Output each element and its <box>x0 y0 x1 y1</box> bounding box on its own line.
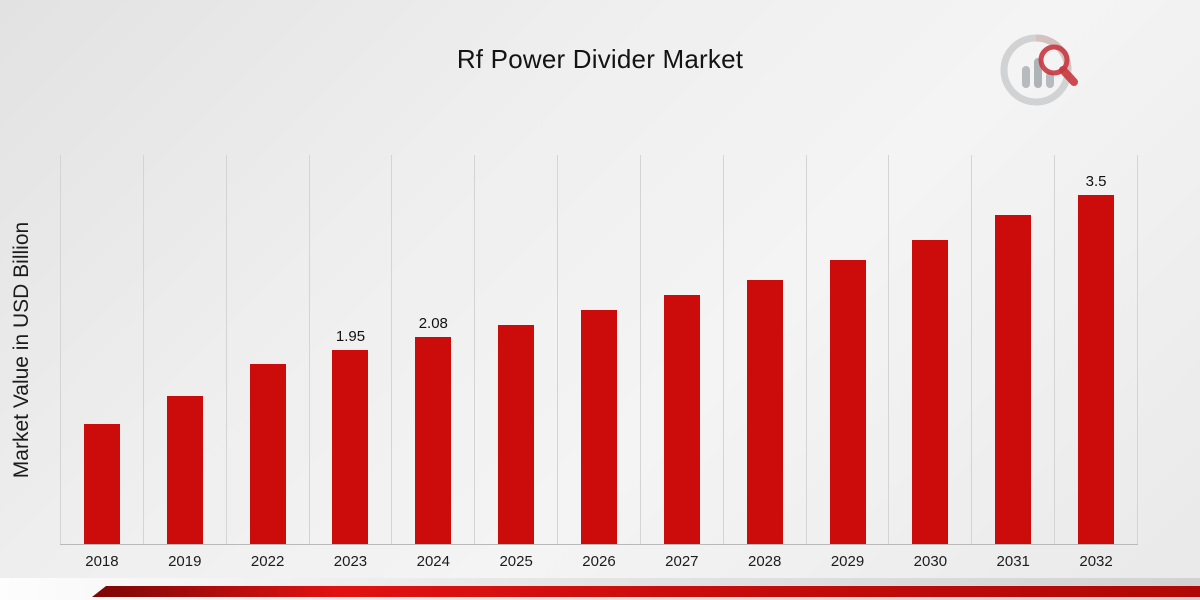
category-slot: 2025 <box>474 155 557 570</box>
bar-value-label: 1.95 <box>335 327 366 345</box>
x-tick-label: 2026 <box>582 553 616 570</box>
bar <box>166 396 203 544</box>
x-tick-label: 2027 <box>665 553 699 570</box>
bar <box>663 294 700 544</box>
x-tick-label: 2024 <box>416 553 450 570</box>
bar <box>415 336 452 544</box>
category-slot: 2027 <box>639 155 723 570</box>
bar <box>580 309 617 544</box>
category-slot: 2030 <box>888 155 971 570</box>
x-tick-label: 2029 <box>830 553 865 570</box>
bar <box>332 349 369 544</box>
category-slot: 2019 <box>142 155 226 570</box>
category-slot: 3.5 2032 <box>1054 155 1138 570</box>
bar <box>829 259 866 544</box>
category-slot: 2028 <box>722 155 806 570</box>
bar-value-label: 2.08 <box>418 314 448 332</box>
category-slot: 2029 <box>805 155 889 570</box>
x-tick-label: 2032 <box>1079 553 1113 570</box>
x-tick-label: 2031 <box>996 553 1030 570</box>
x-tick-label: 2030 <box>913 553 948 570</box>
x-tick-label: 2019 <box>168 553 202 570</box>
bar <box>1078 194 1115 544</box>
bottom-red-ribbon <box>92 586 1200 597</box>
x-tick-label: 2028 <box>747 553 782 570</box>
bar <box>498 324 535 544</box>
category-slot: 2026 <box>557 155 640 570</box>
category-slot: 2022 <box>225 155 309 570</box>
category-slot: 2.08 2024 <box>391 155 474 570</box>
category-slot: 2018 <box>60 155 143 570</box>
category-slot: 1.95 2023 <box>308 155 392 570</box>
bar-value-label: 3.5 <box>1085 172 1107 190</box>
x-tick-label: 2023 <box>333 553 368 570</box>
plot-area: 2018 2019 2022 1.95 2023 2.08 2024 2025 2026 2027… <box>60 155 1138 570</box>
chart-title: Rf Power Divider Market <box>456 44 744 74</box>
brand-logo-icon <box>1000 34 1078 106</box>
x-tick-label: 2022 <box>250 553 285 570</box>
bar <box>912 239 949 544</box>
category-slot: 2031 <box>971 155 1054 570</box>
y-axis-label: Market Value in USD Billion <box>10 221 33 479</box>
bar <box>83 424 120 544</box>
bar <box>746 279 783 544</box>
bar <box>249 364 286 544</box>
x-tick-label: 2018 <box>85 553 119 570</box>
bar <box>995 214 1032 544</box>
x-tick-label: 2025 <box>499 553 533 570</box>
